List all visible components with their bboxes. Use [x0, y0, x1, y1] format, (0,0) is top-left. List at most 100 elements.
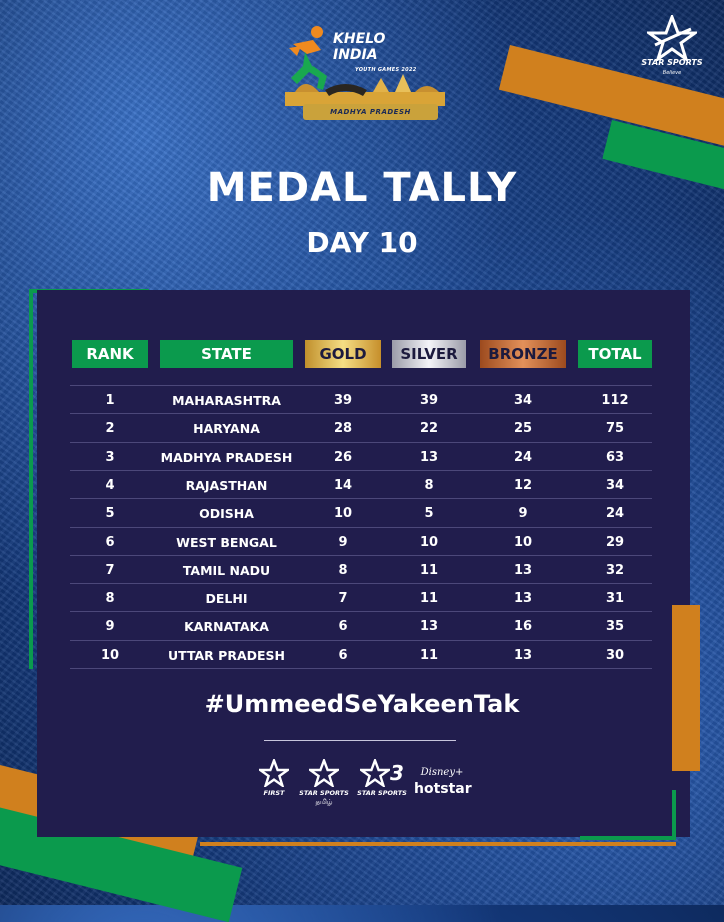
cell-state: TAMIL NADU	[182, 562, 271, 578]
cell-gold: 26	[333, 449, 353, 465]
row-separator	[70, 385, 652, 386]
frame-green-right	[672, 790, 676, 840]
cell-bronze: 13	[513, 591, 533, 607]
cell-total: 63	[605, 449, 625, 465]
landmarks-illustration	[285, 74, 445, 106]
cell-gold: 39	[333, 393, 353, 408]
header-state-label: STATE	[201, 345, 252, 363]
cell-total: 112	[601, 393, 629, 408]
cell-gold: 14	[333, 477, 353, 493]
page-title: MEDAL TALLY	[206, 165, 518, 211]
header-silver-label: SILVER	[400, 345, 458, 363]
cell-silver: 13	[419, 449, 439, 465]
cell-bronze: 12	[513, 477, 533, 493]
cell-state: DELHI	[205, 591, 248, 607]
header-rank-label: RANK	[86, 345, 134, 363]
cell-total: 34	[605, 477, 625, 493]
cell-bronze: 9	[518, 506, 528, 522]
khelo-india-title: KHELO INDIA	[333, 32, 385, 62]
header-bronze-label: BRONZE	[488, 345, 558, 363]
hashtag: #UmmeedSeYakeenTak	[204, 690, 520, 718]
cell-state: UTTAR PRADESH	[167, 647, 285, 663]
channel-star-sports-3: 3 STAR SPORTS	[356, 757, 408, 805]
medal-table-panel	[37, 290, 690, 837]
row-separator	[70, 526, 652, 528]
cell-gold: 7	[338, 591, 348, 607]
disney-plus-brand: Disney+	[420, 767, 464, 778]
table-row: 5 ODISHA 10 5 9 24	[70, 500, 652, 528]
page-subtitle: DAY 10	[306, 226, 418, 259]
row-separator	[70, 498, 652, 500]
cell-rank: 7	[105, 562, 115, 578]
cell-rank: 10	[100, 647, 120, 663]
cell-state: KARNATAKA	[184, 619, 269, 635]
table-row: 9 KARNATAKA 6 13 16 35	[70, 613, 652, 641]
cell-bronze: 10	[513, 534, 533, 550]
cell-gold: 9	[338, 534, 348, 550]
hotstar-label: hotstar	[414, 781, 472, 797]
table-row: 3 MADHYA PRADESH 26 13 24 63	[70, 444, 652, 472]
cell-gold: 10	[333, 506, 353, 522]
cell-state: RAJASTHAN	[185, 477, 268, 493]
youth-games-label: YOUTH GAMES 2022	[355, 67, 417, 73]
cell-state: ODISHA	[199, 506, 254, 522]
cell-rank: 6	[105, 534, 115, 550]
star-icon	[647, 15, 697, 61]
cell-silver: 5	[424, 506, 434, 522]
header-silver: SILVER	[392, 340, 466, 368]
star-sports-name: STAR SPORTS	[641, 58, 703, 67]
cell-total: 32	[605, 562, 625, 578]
table-row: 7 TAMIL NADU 8 11 13 32	[70, 557, 652, 585]
cell-total: 75	[605, 421, 625, 437]
frame-green-left	[29, 289, 33, 669]
cell-state: HARYANA	[193, 421, 260, 437]
header-total: TOTAL	[578, 340, 652, 368]
cell-silver: 10	[419, 534, 439, 550]
cell-total: 29	[605, 534, 625, 550]
star-icon	[309, 759, 339, 787]
channel-first-label: FIRST	[263, 789, 285, 797]
channel-star-sports-tamil: STAR SPORTS தமிழ்	[298, 757, 350, 806]
khelo-word: KHELO	[333, 31, 386, 47]
table-row: 6 WEST BENGAL 9 10 10 29	[70, 529, 652, 557]
cell-rank: 3	[105, 449, 115, 465]
channel-disney-hotstar: Disney+ hotstar	[414, 757, 472, 805]
cell-rank: 5	[105, 506, 115, 522]
star-icon	[259, 759, 289, 787]
cell-silver: 11	[419, 562, 439, 578]
cell-silver: 11	[419, 591, 439, 607]
india-word: INDIA	[333, 47, 378, 63]
khelo-india-logo: KHELO INDIA YOUTH GAMES 2022 MADHYA PRAD…	[283, 22, 453, 130]
row-separator	[70, 639, 652, 641]
row-separator	[70, 611, 652, 613]
table-row: 2 HARYANA 28 22 25 75	[70, 415, 652, 443]
cell-bronze: 13	[513, 562, 533, 578]
frame-orange-bottom	[200, 842, 676, 846]
cell-silver: 8	[424, 477, 434, 493]
cell-rank: 2	[105, 421, 115, 437]
table-row: 8 DELHI 7 11 13 31	[70, 585, 652, 613]
header-rank: RANK	[72, 340, 148, 368]
channel-star-sports-3-label: STAR SPORTS	[357, 789, 407, 797]
cell-silver: 11	[419, 647, 439, 663]
cell-bronze: 13	[513, 647, 533, 663]
cell-silver: 22	[419, 421, 439, 437]
star-icon	[360, 759, 390, 787]
channel-first: FIRST	[254, 757, 294, 805]
header-state: STATE	[160, 340, 293, 368]
running-athlete-icon	[289, 26, 327, 90]
row-separator	[70, 554, 652, 556]
header-bronze: BRONZE	[480, 340, 566, 368]
frame-orange-right	[672, 605, 700, 771]
region-banner: MADHYA PRADESH	[303, 104, 438, 120]
cell-gold: 28	[333, 421, 353, 437]
row-separator	[70, 583, 652, 585]
cell-silver: 13	[419, 619, 439, 635]
cell-state: WEST BENGAL	[176, 534, 277, 550]
row-separator	[70, 413, 652, 415]
row-separator	[70, 441, 652, 443]
channel-number: 3	[390, 761, 404, 785]
row-separator	[70, 469, 652, 471]
cell-gold: 6	[338, 647, 348, 663]
row-separator	[70, 668, 652, 669]
